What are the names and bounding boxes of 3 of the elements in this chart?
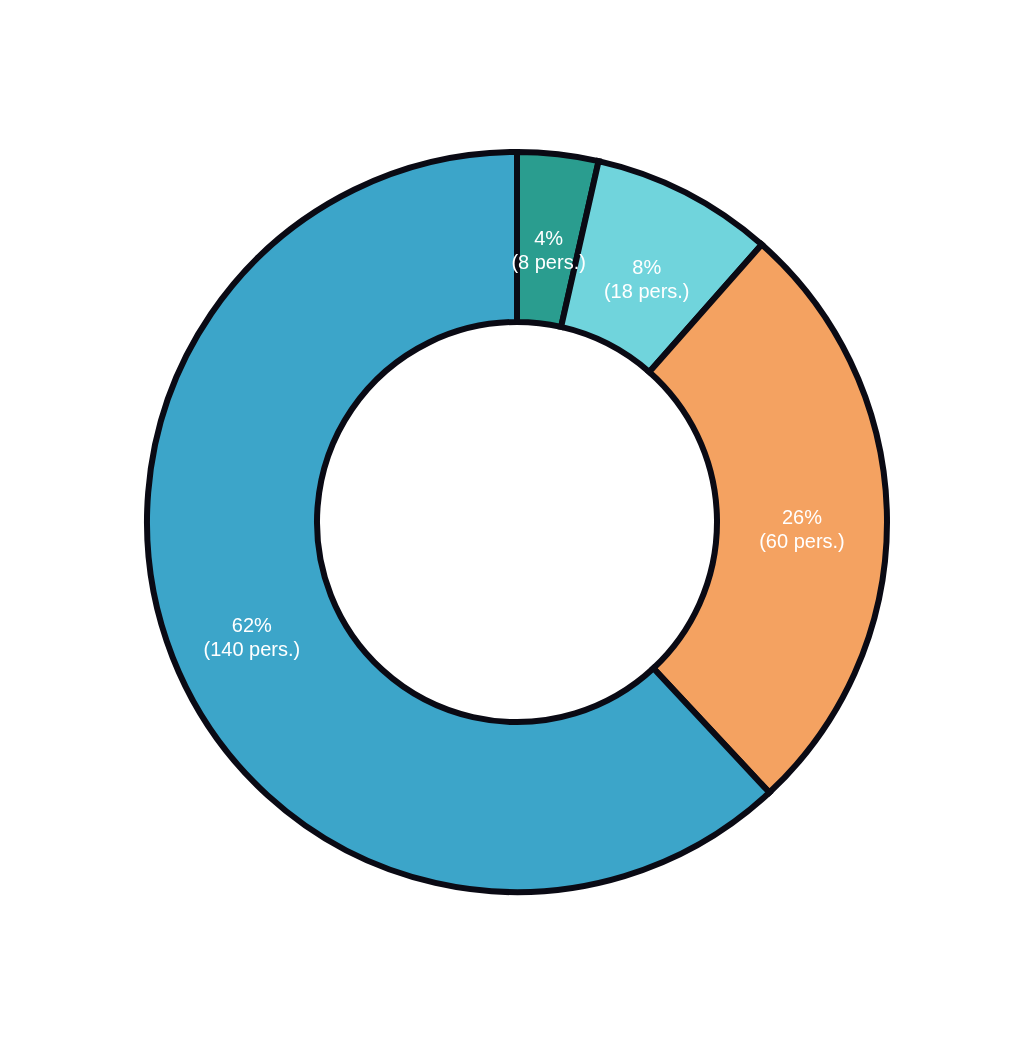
data-label: 8% (18 pers.) [603,256,690,303]
data-label: 26% (60 pers.) [759,506,845,553]
data-label: 62% (140 pers.) [203,614,301,661]
